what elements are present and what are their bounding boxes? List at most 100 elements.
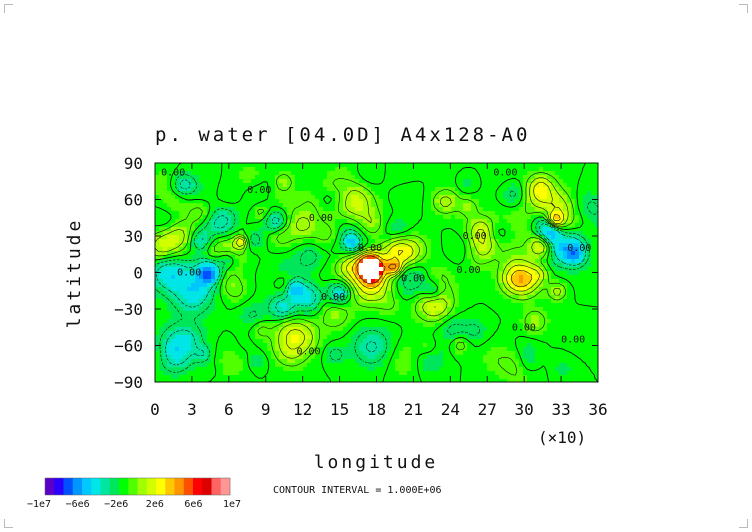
field-cell	[475, 215, 480, 220]
field-cell	[395, 339, 400, 344]
field-cell	[315, 327, 320, 332]
field-cell	[427, 203, 432, 208]
field-cell	[243, 203, 248, 208]
field-cell	[211, 295, 216, 300]
field-cell	[371, 335, 376, 340]
field-cell	[463, 259, 468, 264]
field-cell	[571, 243, 576, 248]
field-cell	[579, 339, 584, 344]
field-cell	[515, 235, 520, 240]
field-cell	[271, 259, 276, 264]
field-cell	[267, 191, 272, 196]
field-cell	[275, 307, 280, 312]
field-cell	[415, 171, 420, 176]
field-cell	[447, 223, 452, 228]
field-cell	[479, 195, 484, 200]
field-cell	[275, 199, 280, 204]
field-cell	[531, 319, 536, 324]
field-cell	[371, 183, 376, 188]
field-cell	[183, 235, 188, 240]
field-cell	[471, 171, 476, 176]
field-cell	[171, 195, 176, 200]
field-cell	[223, 307, 228, 312]
field-cell	[259, 327, 264, 332]
field-cell	[359, 299, 364, 304]
field-cell	[323, 183, 328, 188]
field-cell	[451, 299, 456, 304]
field-cell	[315, 231, 320, 236]
field-cell	[523, 163, 528, 168]
field-cell	[291, 311, 296, 316]
field-cell	[243, 175, 248, 180]
field-cell	[303, 307, 308, 312]
field-cell	[479, 255, 484, 260]
field-cell	[527, 283, 532, 288]
field-cell	[595, 231, 598, 236]
field-cell	[419, 255, 424, 260]
field-cell	[367, 211, 372, 216]
field-cell	[491, 287, 496, 292]
field-cell	[179, 223, 184, 228]
field-cell	[235, 223, 240, 228]
field-cell	[207, 307, 212, 312]
field-cell	[287, 215, 292, 220]
field-cell	[243, 207, 248, 212]
field-cell	[439, 259, 444, 264]
field-cell	[191, 287, 196, 292]
field-cell	[275, 255, 280, 260]
field-cell	[551, 283, 556, 288]
field-cell	[439, 283, 444, 288]
field-cell	[295, 283, 300, 288]
field-cell	[591, 227, 596, 232]
field-cell	[415, 219, 420, 224]
field-cell	[419, 283, 424, 288]
field-cell	[255, 235, 260, 240]
field-cell	[275, 275, 280, 280]
field-cell	[247, 175, 252, 180]
field-cell	[471, 215, 476, 220]
field-cell	[443, 335, 448, 340]
field-cell	[251, 283, 256, 288]
field-cell	[415, 331, 420, 336]
field-cell	[215, 299, 220, 304]
field-cell	[323, 215, 328, 220]
field-cell	[331, 287, 336, 292]
field-cell	[483, 335, 488, 340]
field-cell	[507, 315, 512, 320]
field-cell	[219, 183, 224, 188]
field-cell	[407, 235, 412, 240]
field-cell	[535, 251, 540, 256]
field-cell	[367, 199, 372, 204]
field-cell	[163, 275, 168, 280]
field-cell	[583, 167, 588, 172]
field-cell	[435, 279, 440, 284]
field-cell	[355, 291, 360, 296]
field-cell	[291, 187, 296, 192]
field-cell	[435, 311, 440, 316]
field-cell	[347, 211, 352, 216]
field-cell	[435, 211, 440, 216]
field-cell	[155, 295, 160, 300]
field-cell	[363, 171, 368, 176]
field-cell	[307, 243, 312, 248]
field-cell	[555, 231, 560, 236]
field-cell	[279, 171, 284, 176]
field-cell	[587, 187, 592, 192]
field-cell	[335, 323, 340, 328]
field-cell	[355, 203, 360, 208]
field-cell	[443, 319, 448, 324]
field-cell	[295, 167, 300, 172]
field-cell	[575, 251, 580, 256]
field-cell	[351, 339, 356, 344]
field-cell	[291, 323, 296, 328]
field-cell	[523, 295, 528, 300]
field-cell	[395, 179, 400, 184]
field-cell	[211, 283, 216, 288]
field-cell	[351, 271, 356, 276]
field-cell	[467, 327, 472, 332]
field-cell	[499, 283, 504, 288]
field-cell	[439, 227, 444, 232]
field-cell	[299, 339, 304, 344]
field-cell	[271, 191, 276, 196]
field-cell	[491, 255, 496, 260]
